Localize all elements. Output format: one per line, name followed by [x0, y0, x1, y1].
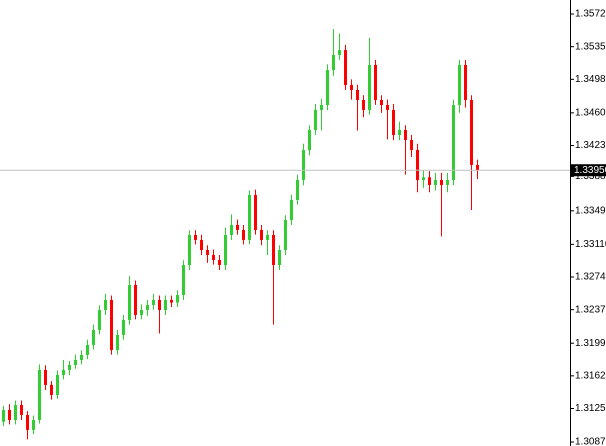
- candle-body: [254, 195, 257, 230]
- candle-body: [32, 419, 35, 430]
- candle-body: [26, 414, 29, 430]
- candle-body: [128, 284, 131, 320]
- y-tick-label: 1.32370: [575, 304, 606, 315]
- last-price-box: [571, 164, 606, 177]
- y-tick-label: 1.32740: [575, 272, 606, 283]
- candle-body: [428, 177, 431, 185]
- candle-body: [116, 334, 119, 350]
- candle-body: [404, 129, 407, 140]
- y-tick-label: 1.30870: [575, 437, 606, 446]
- candle-body: [8, 409, 11, 420]
- candle-body: [80, 354, 83, 360]
- candle-body: [140, 310, 143, 315]
- y-tick-label: 1.34980: [575, 74, 606, 85]
- candle-body: [200, 239, 203, 251]
- candle-body: [182, 265, 185, 296]
- candle-body: [206, 250, 209, 255]
- candle-body: [326, 69, 329, 106]
- candle-body: [410, 139, 413, 151]
- y-tick-label: 1.34230: [575, 140, 606, 151]
- candle-body: [122, 319, 125, 335]
- candle-body: [260, 229, 263, 240]
- candle-body: [338, 50, 341, 55]
- candle-body: [308, 129, 311, 151]
- candle-body: [440, 180, 443, 185]
- candle-body: [2, 409, 5, 422]
- candle-body: [344, 50, 347, 85]
- y-tick-label: 1.35350: [575, 41, 606, 52]
- candle-body: [98, 310, 101, 330]
- candle-body: [434, 180, 437, 185]
- candle-body: [458, 64, 461, 106]
- candle-body: [452, 105, 455, 181]
- candle-body: [470, 99, 473, 166]
- candle-body: [290, 199, 293, 220]
- candle-body: [230, 224, 233, 236]
- y-tick-label: 1.34600: [575, 108, 606, 119]
- candle-body: [164, 299, 167, 311]
- candle-body: [224, 235, 227, 266]
- candle-body: [92, 329, 95, 345]
- candle-body: [20, 404, 23, 415]
- candle-body: [356, 90, 359, 100]
- candle-body: [368, 64, 371, 110]
- candle-body: [176, 295, 179, 303]
- candle-body: [266, 235, 269, 240]
- candle-body: [50, 384, 53, 395]
- candle-body: [422, 177, 425, 181]
- candle-body: [152, 299, 155, 305]
- y-tick-label: 1.33880: [575, 171, 606, 182]
- candle-body: [236, 224, 239, 230]
- last-price-label: 1.33950: [574, 165, 606, 176]
- candle-body: [134, 284, 137, 315]
- candle-body: [296, 180, 299, 200]
- candle-body: [188, 235, 191, 266]
- candle-body: [464, 64, 467, 100]
- y-tick-label: 1.33110: [575, 239, 606, 250]
- candle-body: [398, 129, 401, 136]
- candle-body: [158, 299, 161, 311]
- candle-body: [314, 109, 317, 130]
- candle-body: [194, 235, 197, 240]
- candle-body: [68, 364, 71, 370]
- candle-body: [278, 250, 281, 266]
- candle-body: [416, 150, 419, 181]
- y-tick-label: 1.33490: [575, 205, 606, 216]
- y-tick-label: 1.31620: [575, 370, 606, 381]
- candle-body: [212, 254, 215, 260]
- candle-body: [302, 150, 305, 181]
- candle-body: [332, 54, 335, 70]
- candle-body: [14, 404, 17, 420]
- candle-body: [218, 259, 221, 266]
- candle-body: [320, 105, 323, 110]
- candle-body: [392, 109, 395, 136]
- candle-body: [104, 299, 107, 311]
- candle-body: [56, 374, 59, 395]
- candle-body: [374, 64, 377, 100]
- candle-body: [110, 299, 113, 350]
- candle-body: [272, 235, 275, 266]
- candle-body: [446, 180, 449, 185]
- y-tick-label: 1.31990: [575, 338, 606, 349]
- candle-body: [476, 165, 479, 171]
- candle-body: [146, 304, 149, 311]
- candle-body: [62, 369, 65, 375]
- candle-body: [380, 99, 383, 106]
- candle-body: [284, 219, 287, 251]
- candle-body: [248, 195, 251, 240]
- candle-body: [386, 105, 389, 110]
- candle-body: [242, 229, 245, 240]
- candle-body: [170, 299, 173, 303]
- candle-body: [38, 369, 41, 420]
- candle-body: [86, 344, 89, 355]
- y-tick-label: 1.31250: [575, 403, 606, 414]
- candle-body: [350, 84, 353, 91]
- candle-body: [44, 369, 47, 385]
- y-tick-label: 1.35720: [575, 9, 606, 20]
- candle-body: [74, 359, 77, 365]
- candle-body: [362, 99, 365, 110]
